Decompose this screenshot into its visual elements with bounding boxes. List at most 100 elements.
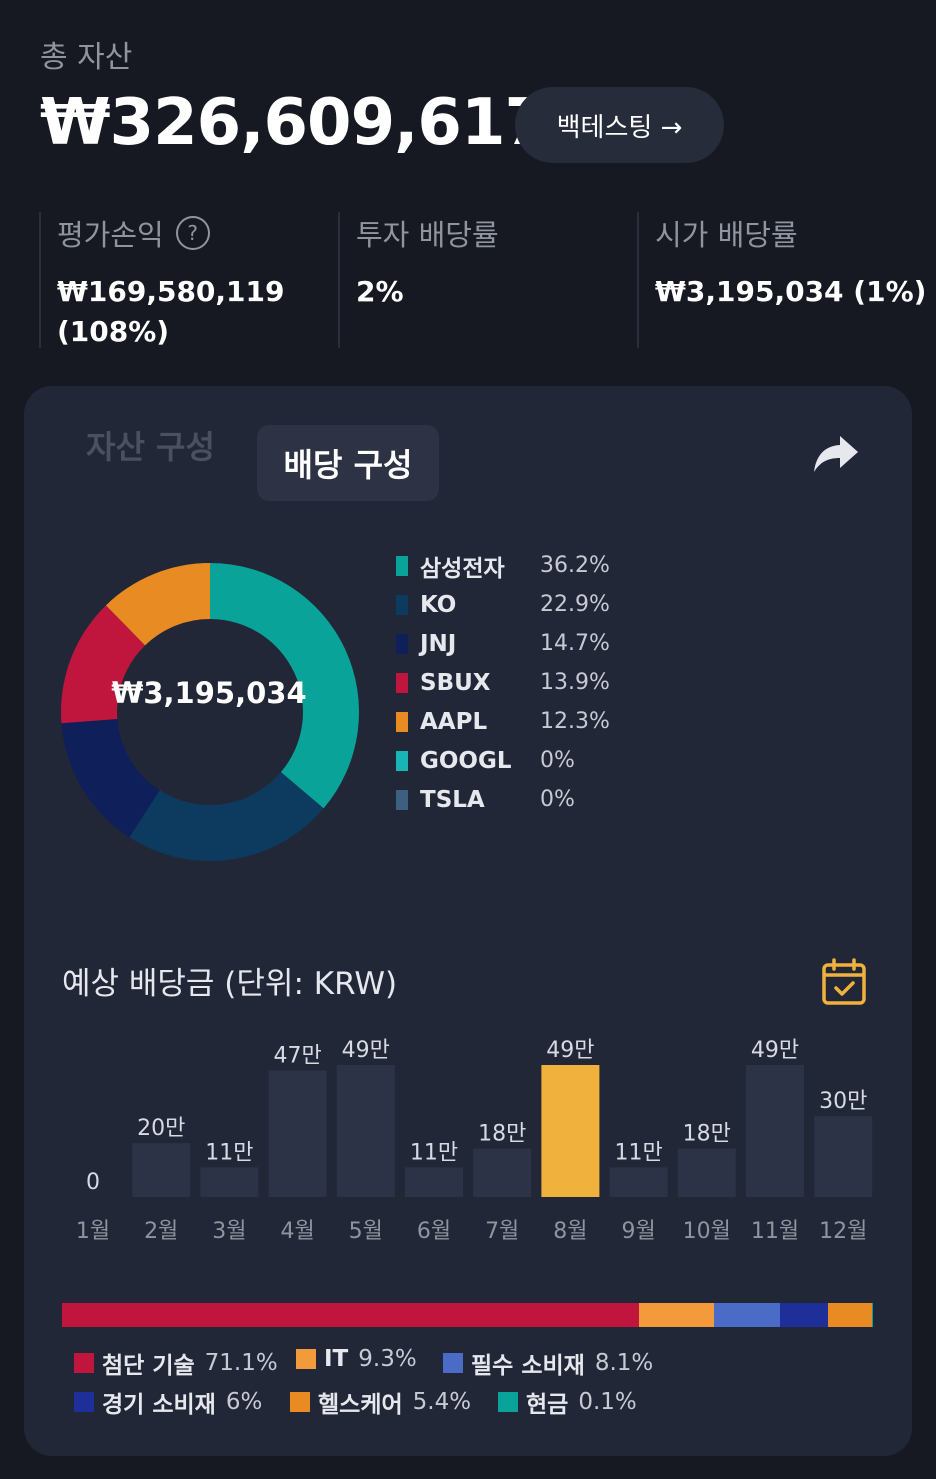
legend-percent: 0% [540,787,575,812]
bar-8[interactable] [541,1065,600,1197]
tab-dividend-composition[interactable]: 배당 구성 [257,425,439,501]
sector-legend-item: 현금 0.1% [498,1385,637,1419]
bar-6[interactable] [405,1167,463,1197]
bar-10[interactable] [677,1148,736,1197]
sector-swatch [74,1353,94,1373]
backtest-button[interactable]: 백테스팅 → [515,87,724,163]
legend-item: SBUX 13.9% [396,663,656,702]
bar-9[interactable] [609,1167,668,1197]
bar-value-label: 30만 [819,1089,867,1114]
sector-swatch [443,1353,463,1373]
bar-4[interactable] [268,1070,327,1197]
bar-value-label: 49만 [342,1038,390,1063]
legend-swatch [396,633,408,654]
sector-stacked-bar [62,1303,873,1327]
legend-item: KO 22.9% [396,585,656,624]
bar-2[interactable] [132,1143,191,1197]
donut-slice-0 [210,563,359,809]
legend-swatch [396,555,408,576]
bar-value-label: 49만 [546,1038,594,1063]
bar-value-label: 11만 [614,1140,662,1165]
sector-swatch [74,1392,94,1412]
sector-swatch [296,1349,316,1369]
month-label: 10월 [683,1219,731,1244]
sector-percent: 5.4% [412,1389,472,1415]
stat-value: ₩3,195,034 (1%) [655,275,927,308]
month-label: 1월 [76,1219,110,1244]
sector-name: 헬스케어 [318,1392,403,1418]
legend-name: TSLA [420,786,485,813]
month-label: 6월 [417,1219,451,1244]
donut-slice-3 [61,605,146,724]
bar-value-label: 20만 [137,1116,185,1141]
sector-percent: 0.1% [578,1389,637,1415]
bar-value-label: 11만 [205,1140,253,1165]
bar-5[interactable] [336,1065,395,1197]
legend-name: SBUX [420,669,491,696]
sector-swatch [290,1392,310,1412]
legend-swatch [396,594,408,615]
donut-slice-2 [61,719,160,838]
sector-legend-item: 경기 소비재 6% [74,1385,262,1419]
sector-legend-item: 필수 소비재 8.1% [443,1346,653,1380]
calendar-icon[interactable] [822,958,866,1010]
sector-name: 경기 소비재 [102,1392,216,1418]
legend-name: 삼성전자 [420,555,505,582]
sector-segment [638,1303,715,1327]
sector-legend-item: IT 9.3% [296,1346,417,1372]
bar-3[interactable] [200,1167,259,1197]
sector-percent: 71.1% [204,1350,278,1376]
legend-name: JNJ [420,630,457,657]
legend-item: AAPL 12.3% [396,702,656,741]
bar-7[interactable] [473,1148,532,1197]
legend-swatch [396,711,408,732]
month-label: 9월 [621,1219,655,1244]
legend-swatch [396,672,408,693]
stat-label: 평가손익 [57,218,164,252]
stat-value: 2% [356,275,404,308]
month-label: 11월 [751,1219,799,1244]
monthly-dividend-chart: 0 1월 20만 2월 11만 3월 47만 4월 49만 5월 11만 6월 18만 7월 49만 8월 11… [76,1038,873,1244]
month-label: 8월 [553,1219,587,1244]
legend-name: GOOGL [420,747,512,774]
month-label: 12월 [819,1219,867,1244]
sector-segment [62,1303,639,1327]
sector-legend-item: 첨단 기술 71.1% [74,1346,278,1380]
legend-item: JNJ 14.7% [396,624,656,663]
bar-value-label: 0 [86,1170,100,1195]
dividend-donut-chart [61,563,359,861]
legend-percent: 13.9% [540,670,610,695]
composition-legend: 삼성전자 36.2% KO 22.9% JNJ 14.7% SBUX 13.9% AAPL 12.… [396,546,656,819]
sector-name: IT [324,1346,349,1372]
legend-item: TSLA 0% [396,780,656,819]
legend-percent: 14.7% [540,631,610,656]
month-label: 3월 [212,1219,246,1244]
sector-segment [714,1303,780,1327]
stat-value: ₩169,580,119 [57,275,285,308]
legend-percent: 0% [540,748,575,773]
legend-item: 삼성전자 36.2% [396,546,656,585]
bar-12[interactable] [814,1116,873,1197]
total-assets-label: 총 자산 [40,40,133,75]
legend-percent: 36.2% [540,553,610,578]
stat-label: 시가 배당률 [655,218,798,252]
stat-label: 투자 배당률 [356,218,499,252]
legend-name: KO [420,591,457,618]
bar-11[interactable] [746,1065,804,1197]
sector-name: 현금 [526,1392,569,1418]
help-icon[interactable]: ? [175,216,210,250]
sector-segment [828,1303,873,1327]
donut-slice-4 [105,563,210,646]
sector-swatch [498,1392,518,1412]
total-assets-value: ₩326,609,617 [40,86,549,160]
share-icon[interactable] [812,434,860,478]
donut-center-value: ₩3,195,034 [111,676,307,710]
month-label: 2월 [144,1219,178,1244]
monthly-dividend-title: 예상 배당금 (단위: KRW) [62,966,398,1002]
bar-value-label: 47만 [273,1043,321,1068]
sector-percent: 6% [225,1389,263,1415]
sector-name: 필수 소비재 [471,1353,585,1379]
sector-percent: 9.3% [358,1346,417,1372]
tab-asset-composition[interactable]: 자산 구성 [86,428,215,466]
stat-market-yield: 시가 배당률 ₩3,195,034 (1%) [637,212,936,348]
